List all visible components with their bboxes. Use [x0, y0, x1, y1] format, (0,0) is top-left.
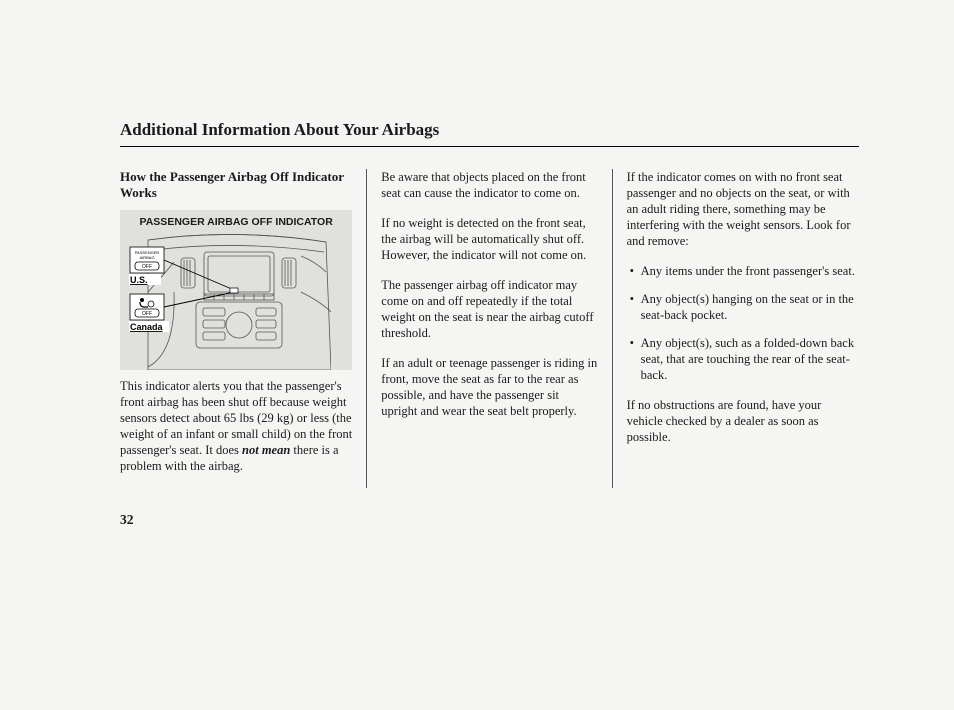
svg-text:AIRBAG: AIRBAG	[139, 255, 154, 260]
bullet-list: Any items under the front passenger's se…	[627, 263, 859, 383]
column-1: How the Passenger Airbag Off Indicator W…	[120, 169, 366, 488]
svg-text:OFF: OFF	[142, 264, 152, 270]
emphasis: not mean	[242, 443, 290, 457]
body-paragraph: If no obstructions are found, have your …	[627, 397, 859, 445]
diagram-title: PASSENGER AIRBAG OFF INDICATOR	[126, 216, 346, 231]
body-paragraph: The passenger airbag off indicator may c…	[381, 277, 597, 341]
column-2: Be aware that objects placed on the fron…	[366, 169, 612, 488]
body-paragraph: If the indicator comes on with no front …	[627, 169, 859, 249]
columns: How the Passenger Airbag Off Indicator W…	[120, 169, 859, 488]
airbag-indicator-diagram: PASSENGER AIRBAG OFF U.S.	[126, 232, 331, 370]
svg-text:Canada: Canada	[130, 322, 164, 332]
document-page: Additional Information About Your Airbag…	[0, 0, 954, 588]
sub-heading: How the Passenger Airbag Off Indicator W…	[120, 169, 352, 200]
body-paragraph: This indicator alerts you that the passe…	[120, 378, 352, 474]
svg-text:U.S.: U.S.	[130, 275, 148, 285]
page-number: 32	[120, 512, 859, 528]
column-3: If the indicator comes on with no front …	[613, 169, 859, 488]
list-item: Any object(s), such as a folded-down bac…	[627, 335, 859, 383]
list-item: Any object(s) hanging on the seat or in …	[627, 291, 859, 323]
svg-text:OFF: OFF	[142, 311, 152, 317]
body-paragraph: If an adult or teenage passenger is ridi…	[381, 355, 597, 419]
page-title: Additional Information About Your Airbag…	[120, 120, 859, 147]
body-paragraph: If no weight is detected on the front se…	[381, 215, 597, 263]
diagram-box: PASSENGER AIRBAG OFF INDICATOR	[120, 210, 352, 369]
list-item: Any items under the front passenger's se…	[627, 263, 859, 279]
body-paragraph: Be aware that objects placed on the fron…	[381, 169, 597, 201]
